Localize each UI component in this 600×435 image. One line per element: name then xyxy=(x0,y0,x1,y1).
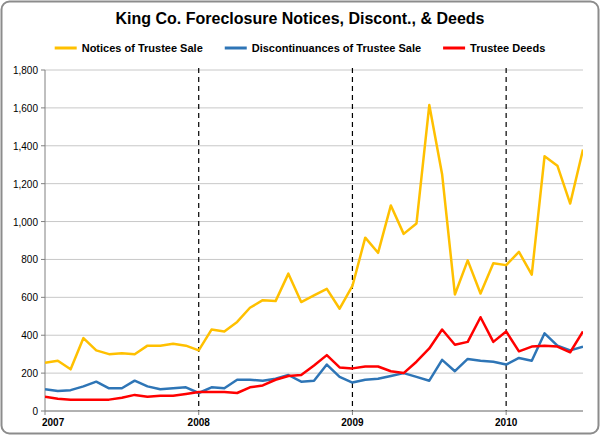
x-tick-label: 2007 xyxy=(42,417,65,428)
x-tick xyxy=(352,411,353,415)
grid-line xyxy=(45,373,583,374)
legend: Notices of Trustee Sale Discontinuances o… xyxy=(55,42,546,54)
year-divider xyxy=(198,68,199,411)
title: King Co. Foreclosure Notices, Discont., … xyxy=(116,10,485,27)
y-tick xyxy=(41,70,45,71)
x-tick-label: 2010 xyxy=(495,417,518,428)
chart: King Co. Foreclosure Notices, Discont., … xyxy=(0,0,600,435)
y-tick xyxy=(41,411,45,412)
y-tick xyxy=(41,183,45,184)
grid-line xyxy=(45,297,583,298)
x-tick-label: 2009 xyxy=(341,417,364,428)
legend-item: Discontinuances of Trustee Sale xyxy=(225,42,421,54)
grid-line xyxy=(45,221,583,222)
y-tick-label: 400 xyxy=(21,330,38,341)
x-tick-label: 2008 xyxy=(188,417,211,428)
grid-line xyxy=(45,411,583,412)
grid xyxy=(45,70,583,411)
x-tick xyxy=(45,411,46,415)
legend-label: Trustee Deeds xyxy=(470,42,545,54)
y-tick xyxy=(41,107,45,108)
x-tick xyxy=(506,411,507,415)
series-line xyxy=(45,317,583,399)
grid-line xyxy=(45,70,583,71)
y-tick xyxy=(41,259,45,260)
legend-item: Trustee Deeds xyxy=(443,42,545,54)
legend-item: Notices of Trustee Sale xyxy=(55,42,203,54)
y-tick-label: 0 xyxy=(32,406,38,417)
year-divider xyxy=(506,68,507,411)
y-tick xyxy=(41,221,45,222)
x-tick xyxy=(198,411,199,415)
y-tick-label: 1,400 xyxy=(13,141,38,152)
year-divider xyxy=(352,68,353,411)
legend-swatch xyxy=(443,47,465,50)
legend-swatch xyxy=(225,47,247,50)
y-tick-label: 600 xyxy=(21,292,38,303)
grid-line xyxy=(45,259,583,260)
series-group xyxy=(45,105,583,400)
y-tick-label: 1,800 xyxy=(13,65,38,76)
y-tick-label: 1,200 xyxy=(13,179,38,190)
y-tick xyxy=(41,373,45,374)
y-tick-label: 1,600 xyxy=(13,103,38,114)
y-tick-label: 800 xyxy=(21,254,38,265)
legend-label: Discontinuances of Trustee Sale xyxy=(252,42,421,54)
grid-line xyxy=(45,183,583,184)
grid-line xyxy=(45,107,583,108)
chart-border xyxy=(2,2,599,434)
y-axis xyxy=(45,70,46,411)
y-tick xyxy=(41,297,45,298)
grid-line xyxy=(45,145,583,146)
series-line xyxy=(45,105,583,369)
legend-label: Notices of Trustee Sale xyxy=(82,42,203,54)
y-tick-label: 200 xyxy=(21,368,38,379)
y-tick xyxy=(41,145,45,146)
series-line xyxy=(45,333,583,393)
y-tick-label: 1,000 xyxy=(13,217,38,228)
legend-swatch xyxy=(55,47,77,50)
x-axis xyxy=(45,411,583,412)
y-tick xyxy=(41,335,45,336)
